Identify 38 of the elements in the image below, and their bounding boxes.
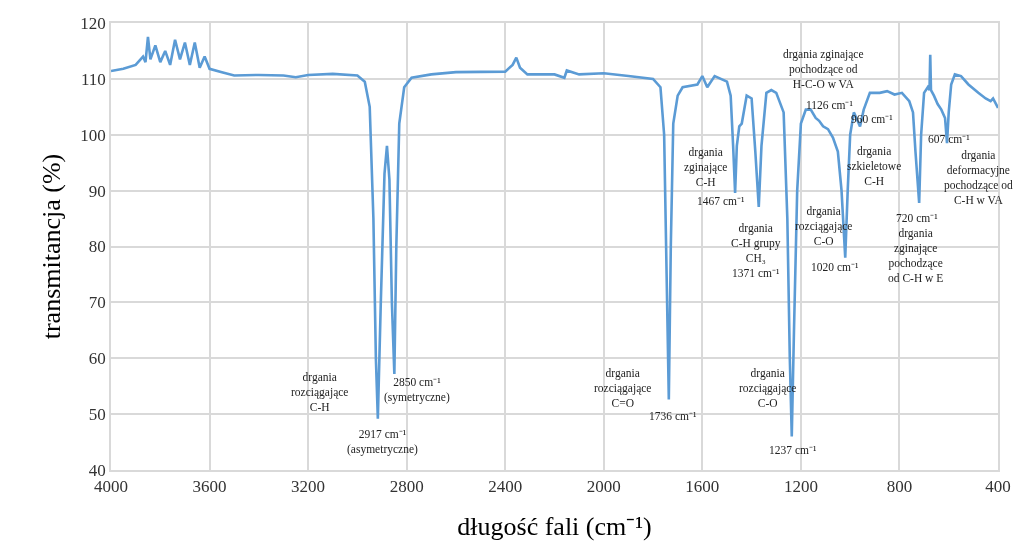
annotation: 1467 cm⁻¹ <box>697 195 745 207</box>
y-axis-title: transmitancja (%) <box>37 153 67 340</box>
y-tick-label: 110 <box>80 69 106 89</box>
y-tick-label: 60 <box>88 349 106 369</box>
x-tick-label: 2000 <box>586 477 621 497</box>
annotation: drgania rozciągające C=O <box>594 367 652 409</box>
annotation: drgania zginające pochodzące od H-C-O w VA <box>783 48 864 90</box>
annotation: drgania deformacyjne pochodzące od C-H w VA <box>944 149 1013 206</box>
y-tick-label: 100 <box>80 125 106 145</box>
annotation: 720 cm⁻¹ <box>896 212 939 224</box>
y-tick-label: 70 <box>88 293 106 313</box>
annotation: 1736 cm⁻¹ <box>649 410 697 422</box>
y-tick-label: 40 <box>88 460 106 480</box>
x-tick-label: 2400 <box>488 477 523 497</box>
x-tick-label: 2800 <box>389 477 424 497</box>
x-axis-title: długość fali (cm⁻¹) <box>457 512 652 542</box>
y-tick-label: 50 <box>88 405 106 425</box>
x-tick-label: 1200 <box>783 477 818 497</box>
annotation: drgania C-H grupy CH₃ 1371 cm⁻¹ <box>731 222 781 279</box>
x-tick-label: 1600 <box>685 477 720 497</box>
annotation: 1020 cm⁻¹ <box>811 261 859 273</box>
annotation: 2917 cm⁻¹ (asymetryczne) <box>347 428 419 456</box>
annotation: 960 cm⁻¹ <box>851 113 894 125</box>
y-tick-label: 90 <box>88 181 106 201</box>
x-tick-label: 3200 <box>291 477 326 497</box>
annotation: 607 cm⁻¹ <box>928 133 971 145</box>
y-tick-label: 120 <box>80 13 106 33</box>
annotation: drgania zginające C-H <box>684 146 728 188</box>
annotation: drgania rozciągające C-H <box>291 371 349 413</box>
x-tick-label: 4000 <box>94 477 128 497</box>
annotation: 2850 cm⁻¹ (symetryczne) <box>384 376 450 404</box>
x-tick-label: 400 <box>985 477 1011 497</box>
x-tick-label: 3600 <box>192 477 227 497</box>
annotation: drgania zginające pochodzące od C-H w E <box>888 227 944 284</box>
y-tick-label: 80 <box>88 237 106 257</box>
annotation: 1126 cm⁻¹ <box>806 99 854 111</box>
annotation: 1237 cm⁻¹ <box>769 444 817 456</box>
x-tick-label: 800 <box>886 477 913 497</box>
